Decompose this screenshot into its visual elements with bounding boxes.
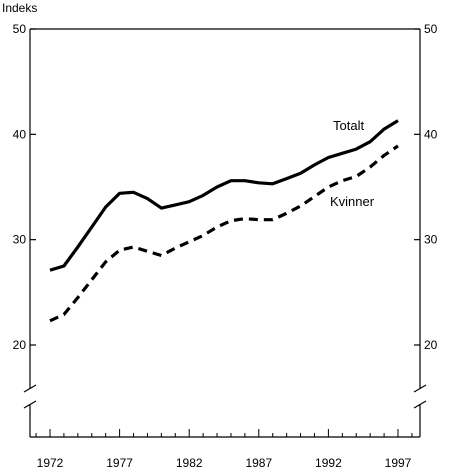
series-label-totalt: Totalt bbox=[333, 118, 364, 133]
right-axis-break bbox=[413, 384, 427, 409]
y-tick-label-left: 20 bbox=[13, 338, 27, 352]
y-tick-label-left: 30 bbox=[13, 233, 27, 247]
x-tick-label: 1982 bbox=[176, 456, 203, 469]
x-tick-label: 1987 bbox=[245, 456, 272, 469]
series-line-totalt bbox=[49, 119, 399, 272]
y-tick-label-right: 50 bbox=[424, 22, 438, 36]
y-axis-title: Indeks bbox=[2, 1, 37, 15]
x-tick-label: 1972 bbox=[37, 456, 64, 469]
y-tick-label-right: 30 bbox=[424, 233, 438, 247]
series-line-kvinner bbox=[49, 144, 399, 323]
y-ticks-right: 20 30 40 50 bbox=[414, 22, 438, 352]
series-label-kvinner: Kvinner bbox=[330, 194, 375, 209]
x-tick-label: 1992 bbox=[315, 456, 342, 469]
x-ticks: 1972 1977 1982 1987 1992 1997 bbox=[35, 429, 413, 469]
y-tick-label-left: 40 bbox=[13, 127, 27, 141]
y-ticks-left: 20 30 40 50 bbox=[13, 22, 36, 352]
series-lines bbox=[49, 119, 399, 323]
y-tick-label-right: 20 bbox=[424, 338, 438, 352]
left-axis-break bbox=[23, 384, 37, 409]
x-tick-label: 1977 bbox=[106, 456, 133, 469]
x-tick-label: 1997 bbox=[385, 456, 412, 469]
y-tick-label-right: 40 bbox=[424, 127, 438, 141]
y-tick-label-left: 50 bbox=[13, 22, 27, 36]
